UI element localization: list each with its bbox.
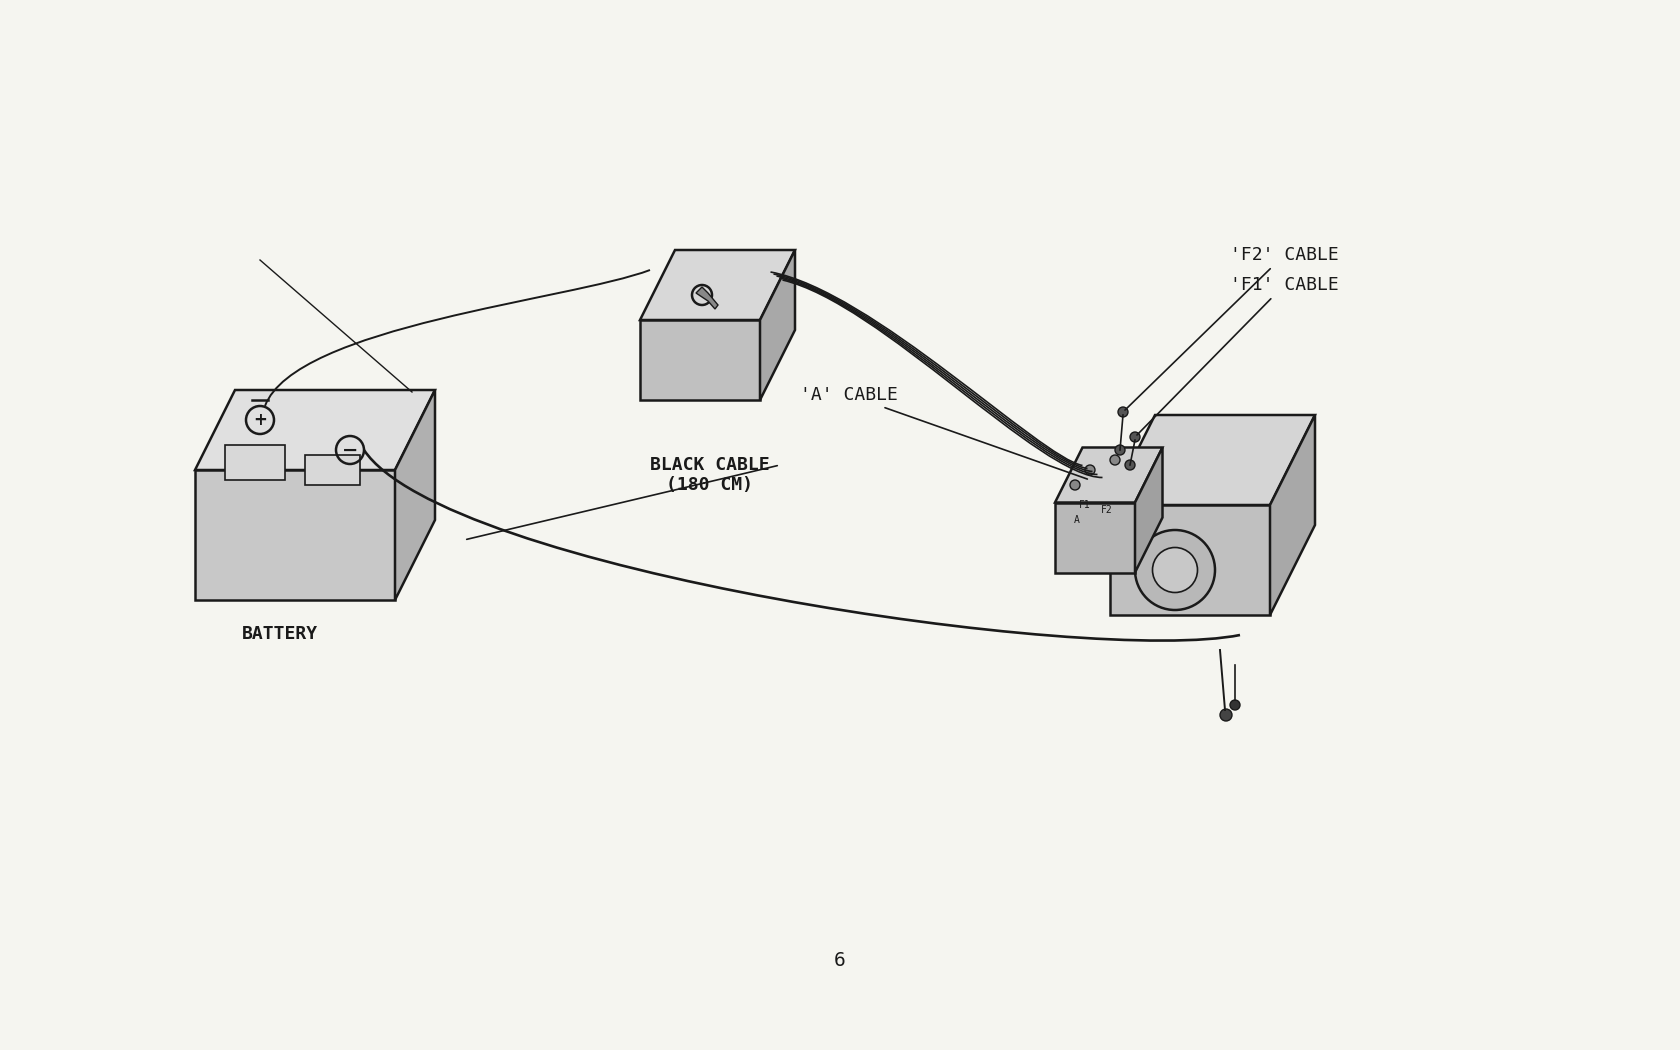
Circle shape xyxy=(1230,700,1240,710)
Polygon shape xyxy=(1055,503,1136,572)
Polygon shape xyxy=(759,250,795,400)
Polygon shape xyxy=(696,287,717,309)
Circle shape xyxy=(1131,432,1141,442)
Text: 'A' CABLE: 'A' CABLE xyxy=(800,386,1087,479)
Text: 6: 6 xyxy=(835,950,845,969)
Polygon shape xyxy=(306,455,360,485)
Text: 'F1' CABLE: 'F1' CABLE xyxy=(1137,276,1339,435)
Ellipse shape xyxy=(1136,530,1215,610)
Text: +: + xyxy=(254,411,267,429)
Polygon shape xyxy=(1136,447,1163,572)
Text: F1: F1 xyxy=(1079,500,1090,510)
Circle shape xyxy=(1110,455,1121,465)
Polygon shape xyxy=(1110,505,1270,615)
Polygon shape xyxy=(1110,415,1315,505)
Polygon shape xyxy=(225,445,286,480)
Polygon shape xyxy=(640,250,795,320)
Polygon shape xyxy=(1270,415,1315,615)
Text: BLACK CABLE
(180 CM): BLACK CABLE (180 CM) xyxy=(650,456,769,495)
Polygon shape xyxy=(395,390,435,600)
Polygon shape xyxy=(195,470,395,600)
Circle shape xyxy=(1070,480,1080,490)
Text: BATTERY: BATTERY xyxy=(242,625,318,643)
Text: F2: F2 xyxy=(1100,505,1112,514)
Text: A: A xyxy=(1074,514,1080,525)
Polygon shape xyxy=(1055,447,1163,503)
Polygon shape xyxy=(640,320,759,400)
Circle shape xyxy=(1117,407,1127,417)
Text: −: − xyxy=(341,441,358,460)
Polygon shape xyxy=(195,390,435,470)
Circle shape xyxy=(1116,445,1126,455)
Circle shape xyxy=(1085,465,1095,475)
Circle shape xyxy=(1220,709,1231,721)
Ellipse shape xyxy=(1152,547,1198,592)
Circle shape xyxy=(1126,460,1136,470)
Text: 'F2' CABLE: 'F2' CABLE xyxy=(1126,246,1339,411)
